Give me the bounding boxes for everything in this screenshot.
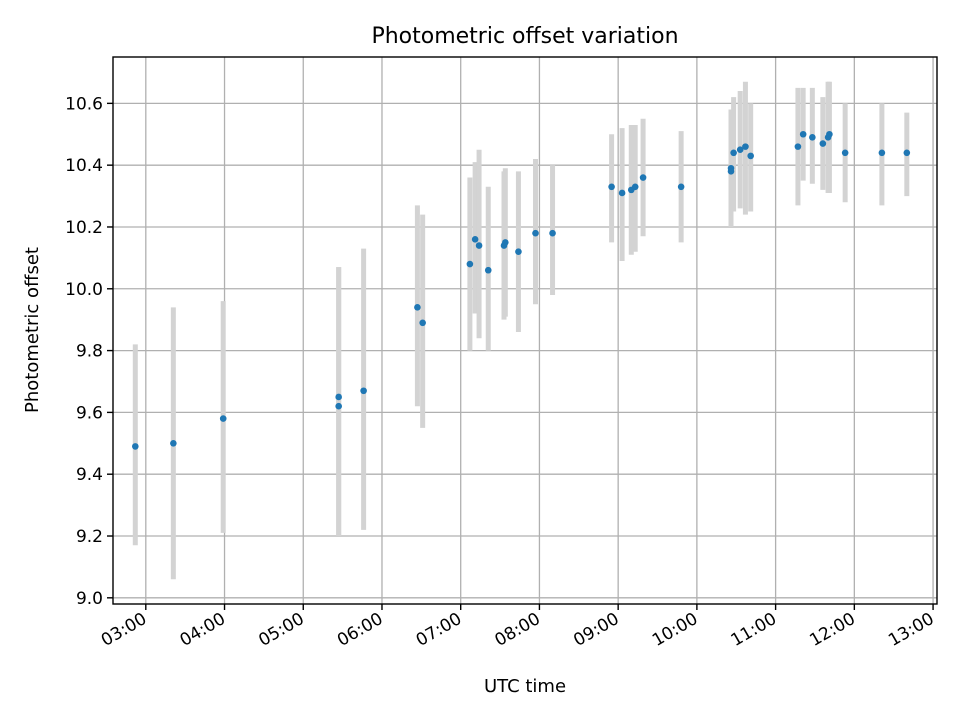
data-point xyxy=(878,149,886,157)
data-point xyxy=(471,236,479,243)
y-axis-label: Photometric offset xyxy=(22,247,43,413)
data-point xyxy=(515,248,522,255)
grid xyxy=(113,57,937,604)
plot-frame xyxy=(112,56,938,605)
data-point xyxy=(809,134,816,141)
y-tick-label: 10.0 xyxy=(65,280,103,300)
y-tick-label: 10.4 xyxy=(65,156,103,176)
data-point xyxy=(639,174,647,181)
y-tick-label: 9.6 xyxy=(76,403,103,423)
data-point xyxy=(549,229,556,237)
data-point xyxy=(335,402,342,410)
data-point xyxy=(841,149,849,157)
y-tick-label: 9.8 xyxy=(76,342,103,362)
data-point xyxy=(502,239,509,246)
data-point xyxy=(903,149,911,157)
y-tick-label: 9.2 xyxy=(76,527,103,547)
data-point xyxy=(532,229,539,237)
data-point xyxy=(475,242,483,249)
data-point xyxy=(335,393,342,401)
data-point xyxy=(747,152,754,160)
data-point xyxy=(608,183,615,191)
data-point xyxy=(170,439,177,447)
data-point xyxy=(466,260,474,268)
data-point xyxy=(736,146,744,154)
data-point xyxy=(794,143,802,150)
y-tick-label: 10.2 xyxy=(65,218,103,238)
data-point xyxy=(219,415,227,422)
x-axis-label: UTC time xyxy=(484,676,566,697)
data-point xyxy=(132,443,139,450)
chart-title: Photometric offset variation xyxy=(371,24,678,49)
data-points xyxy=(132,130,911,450)
data-point xyxy=(819,140,827,147)
data-point xyxy=(730,149,737,157)
data-point xyxy=(727,168,735,175)
data-point xyxy=(360,387,367,395)
data-point xyxy=(677,183,685,191)
data-point xyxy=(419,319,426,327)
y-tick-label: 9.0 xyxy=(76,589,103,609)
data-point xyxy=(631,183,639,191)
y-tick-label: 9.4 xyxy=(76,465,103,485)
data-point xyxy=(484,266,492,274)
data-point xyxy=(742,143,749,150)
data-point xyxy=(414,304,421,311)
data-point xyxy=(618,189,626,197)
data-point xyxy=(799,130,807,138)
y-tick-label: 10.6 xyxy=(65,94,103,114)
data-point xyxy=(826,130,833,138)
